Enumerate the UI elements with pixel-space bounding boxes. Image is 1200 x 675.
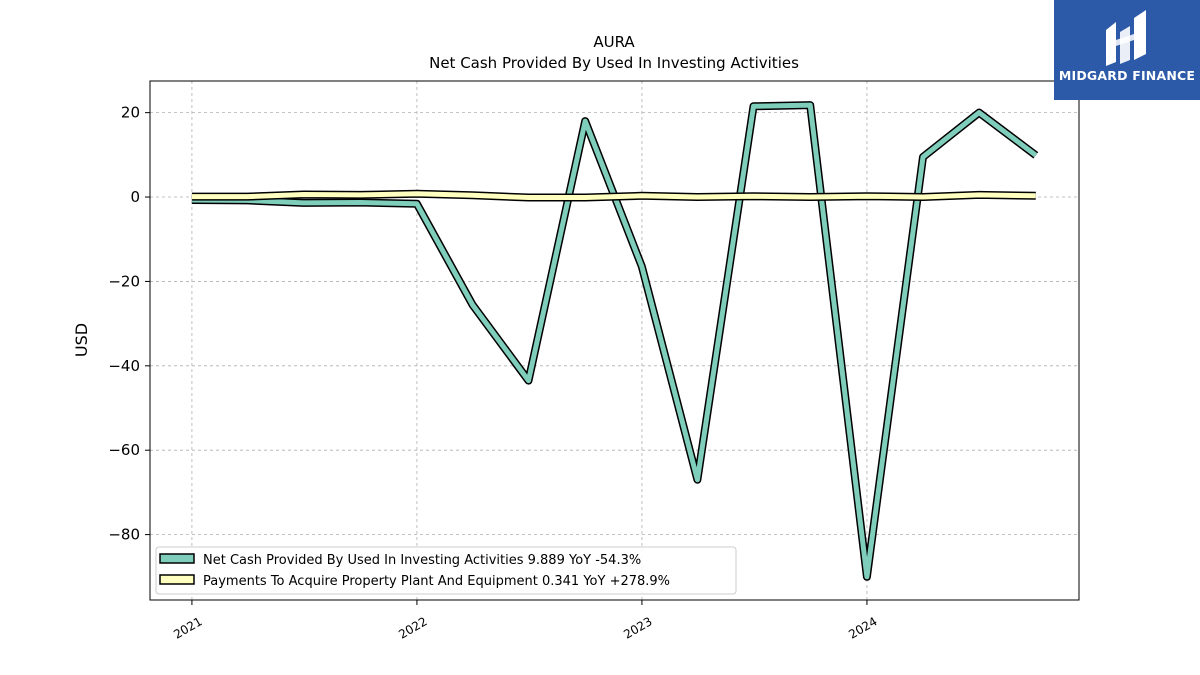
chart-title: AURA bbox=[593, 33, 635, 51]
y-axis-label: USD bbox=[72, 323, 91, 357]
legend: Net Cash Provided By Used In Investing A… bbox=[155, 546, 737, 595]
y-axis: 20 0 −20 −40 −60 −80 bbox=[108, 104, 150, 544]
brand-name: MIDGARD FINANCE bbox=[1058, 68, 1196, 83]
legend-swatch-ppe bbox=[159, 574, 195, 585]
chart-subtitle: Net Cash Provided By Used In Investing A… bbox=[429, 54, 799, 72]
x-tick-label: 2021 bbox=[171, 614, 204, 641]
series-0 bbox=[191, 101, 1039, 581]
x-tick-label: 2024 bbox=[846, 614, 879, 641]
y-tick-label: −20 bbox=[108, 272, 140, 290]
x-axis: 2021 2022 2023 2024 bbox=[171, 600, 880, 642]
midgard-logo-icon bbox=[1106, 10, 1146, 66]
y-tick-label: −80 bbox=[108, 526, 140, 544]
legend-swatch-net-cash bbox=[159, 553, 195, 564]
y-tick-label: −40 bbox=[108, 357, 140, 375]
plot-area-frame bbox=[149, 80, 1080, 601]
series-layer bbox=[191, 101, 1039, 581]
legend-entry-net-cash: Net Cash Provided By Used In Investing A… bbox=[203, 553, 641, 568]
legend-entry-ppe: Payments To Acquire Property Plant And E… bbox=[203, 574, 670, 589]
series-line bbox=[191, 102, 1038, 580]
grid-lines bbox=[150, 81, 1079, 600]
y-tick-label: 20 bbox=[121, 104, 140, 122]
legend-box bbox=[155, 546, 737, 595]
x-tick-label: 2023 bbox=[621, 614, 654, 641]
y-tick-label: −60 bbox=[108, 441, 140, 459]
series-line bbox=[191, 191, 1036, 200]
x-tick-label: 2022 bbox=[396, 614, 429, 641]
y-tick-label: 0 bbox=[130, 188, 140, 206]
series-1 bbox=[191, 189, 1036, 202]
brand-logo: MIDGARD FINANCE bbox=[1054, 0, 1200, 100]
series-line-outline bbox=[191, 101, 1039, 581]
